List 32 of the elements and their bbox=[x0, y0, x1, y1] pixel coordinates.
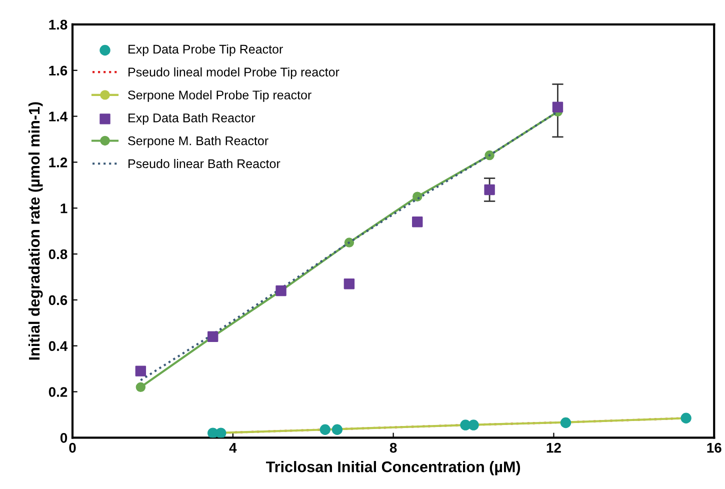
point bbox=[484, 184, 495, 196]
point bbox=[412, 192, 422, 202]
legend-label: Serpone M. Bath Reactor bbox=[128, 136, 268, 148]
legend-label: Serpone Model Probe Tip reactor bbox=[128, 90, 312, 102]
y-tick-label: 1.2 bbox=[49, 158, 68, 168]
y-tick-label: 0.2 bbox=[48, 387, 68, 397]
legend-label: Exp Data Probe Tip Reactor bbox=[128, 44, 283, 56]
point bbox=[136, 382, 146, 392]
x-tick-label: 16 bbox=[707, 442, 722, 453]
x-tick-label: 12 bbox=[546, 442, 561, 453]
y-tick-label: 0 bbox=[60, 432, 68, 443]
y-axis-title: Initial degradation rate (µmol min-1) bbox=[28, 102, 43, 360]
y-tick-label: 0.6 bbox=[48, 295, 68, 306]
point bbox=[135, 366, 146, 376]
legend-label: Pseudo linear Bath Reactor bbox=[128, 158, 280, 168]
y-tick-label: 1 bbox=[60, 204, 68, 214]
x-tick-label: 8 bbox=[390, 442, 397, 453]
y-tick-label: 1.4 bbox=[49, 112, 68, 122]
point bbox=[344, 238, 354, 248]
x-tick-label: 0 bbox=[69, 442, 76, 453]
point bbox=[412, 216, 423, 228]
y-tick-label: 0.8 bbox=[48, 249, 68, 260]
y-tick-label: 1.6 bbox=[49, 66, 68, 76]
legend-label: Exp Data Bath Reactor bbox=[128, 113, 256, 125]
y-tick-label: 0.4 bbox=[48, 341, 68, 351]
x-tick-label: 4 bbox=[229, 443, 237, 453]
point bbox=[552, 102, 564, 112]
point bbox=[484, 150, 494, 160]
legend-label: Pseudo lineal model Probe Tip reactor bbox=[128, 67, 340, 80]
point bbox=[344, 278, 355, 290]
x-axis-title: Triclosan Initial Concentration (µM) bbox=[266, 461, 520, 476]
y-tick-label: 1.8 bbox=[49, 20, 68, 30]
